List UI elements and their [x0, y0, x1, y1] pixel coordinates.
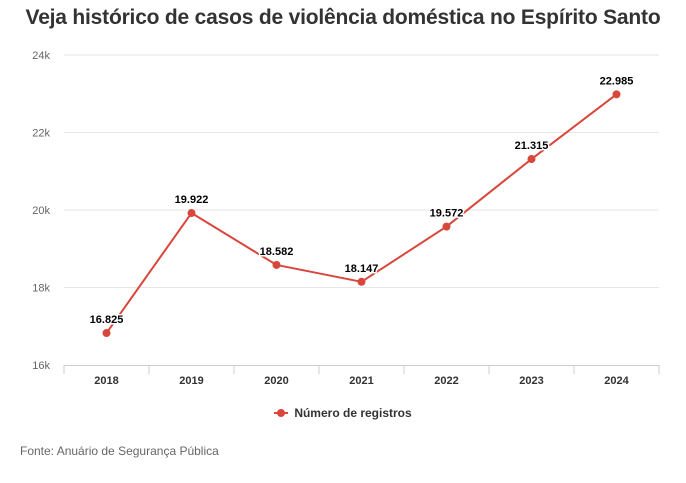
data-label: 19.922 — [175, 194, 209, 206]
data-points — [102, 90, 621, 338]
x-tick-label: 2020 — [264, 375, 288, 387]
x-tick-label: 2024 — [604, 375, 629, 387]
y-tick-label: 20k — [32, 205, 50, 217]
data-point — [102, 329, 111, 338]
legend[interactable]: Número de registros — [0, 406, 686, 420]
data-point — [272, 260, 281, 269]
data-point — [442, 222, 451, 231]
source-note: Fonte: Anuário de Segurança Pública — [20, 444, 219, 458]
data-label: 19.572 — [430, 208, 464, 220]
data-point — [612, 90, 621, 99]
line-chart: 16k 18k 20k 22k 24k 2018 2019 2020 2021 2022 2023… — [32, 50, 660, 387]
y-tick-label: 18k — [32, 283, 50, 295]
y-tick-label: 22k — [32, 128, 50, 140]
x-tick-label: 2023 — [519, 375, 543, 387]
x-tick-label: 2022 — [434, 375, 458, 387]
y-tick-label: 24k — [32, 50, 50, 62]
data-label: 16.825 — [90, 314, 124, 326]
legend-swatch — [274, 408, 289, 418]
chart-title: Veja histórico de casos de violência dom… — [25, 6, 661, 29]
data-label: 21.315 — [515, 140, 549, 152]
x-tick-label: 2021 — [349, 375, 373, 387]
data-label: 18.147 — [345, 263, 379, 275]
x-tick-label: 2018 — [94, 375, 118, 387]
data-point — [357, 277, 366, 286]
series-line-numero-de-registros — [105, 93, 618, 334]
data-point — [527, 155, 536, 164]
data-label: 22.985 — [600, 75, 634, 87]
y-axis-ticks: 16k 18k 20k 22k 24k — [32, 50, 50, 372]
data-point — [187, 209, 196, 218]
gridlines — [64, 54, 659, 288]
y-tick-label: 16k — [32, 360, 50, 372]
series-line — [105, 93, 618, 334]
legend-label: Número de registros — [294, 406, 412, 420]
x-tick-label: 2019 — [179, 375, 203, 387]
data-label: 18.582 — [260, 246, 294, 258]
data-labels: 16.825 19.922 18.582 18.147 19.572 21.315 22.9… — [88, 74, 635, 328]
x-axis: 2018 2019 2020 2021 2022 2023 2024 — [63, 365, 660, 387]
